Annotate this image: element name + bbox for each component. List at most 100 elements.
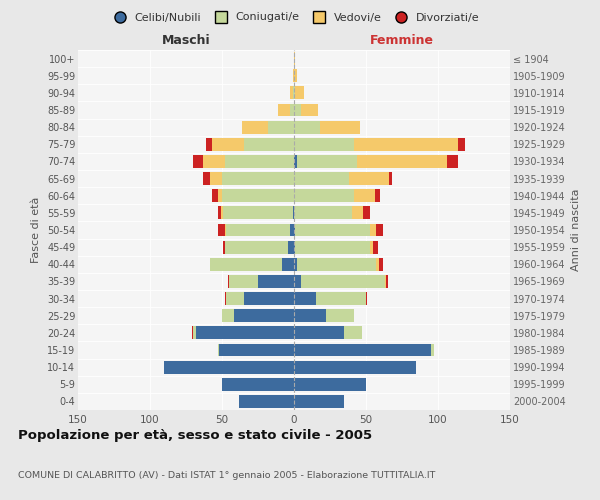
Text: COMUNE DI CALABRITTO (AV) - Dati ISTAT 1° gennaio 2005 - Elaborazione TUTTITALIA: COMUNE DI CALABRITTO (AV) - Dati ISTAT 1… xyxy=(18,471,436,480)
Bar xyxy=(294,70,297,82)
Bar xyxy=(370,224,376,236)
Bar xyxy=(326,310,355,322)
Bar xyxy=(293,206,294,220)
Bar xyxy=(222,172,294,185)
Bar xyxy=(294,190,355,202)
Bar xyxy=(355,190,374,202)
Y-axis label: Fasce di età: Fasce di età xyxy=(31,197,41,263)
Bar xyxy=(385,275,386,288)
Bar xyxy=(218,206,221,220)
Bar xyxy=(242,120,268,134)
Bar xyxy=(295,240,370,254)
Bar xyxy=(225,240,288,254)
Bar xyxy=(211,172,222,185)
Bar xyxy=(258,275,294,288)
Bar xyxy=(278,104,290,117)
Bar xyxy=(376,224,383,236)
Bar xyxy=(221,206,223,220)
Bar xyxy=(288,240,294,254)
Bar xyxy=(293,70,294,82)
Bar xyxy=(225,155,294,168)
Bar xyxy=(294,224,295,236)
Bar xyxy=(294,344,431,356)
Bar xyxy=(293,86,294,100)
Bar xyxy=(226,224,290,236)
Bar xyxy=(374,190,380,202)
Text: Femmine: Femmine xyxy=(370,34,434,46)
Bar xyxy=(223,240,225,254)
Bar xyxy=(363,206,370,220)
Bar xyxy=(228,275,229,288)
Bar xyxy=(376,258,379,270)
Bar xyxy=(294,155,297,168)
Bar xyxy=(222,378,294,390)
Bar xyxy=(211,258,283,270)
Bar xyxy=(192,326,193,340)
Bar xyxy=(352,206,363,220)
Bar xyxy=(212,138,244,150)
Bar xyxy=(297,155,358,168)
Bar xyxy=(294,360,416,374)
Bar xyxy=(294,172,349,185)
Bar xyxy=(294,395,344,408)
Bar xyxy=(446,155,458,168)
Bar xyxy=(222,310,233,322)
Bar xyxy=(379,258,383,270)
Bar xyxy=(206,138,212,150)
Bar xyxy=(268,120,294,134)
Bar xyxy=(294,258,297,270)
Bar xyxy=(212,190,218,202)
Bar xyxy=(295,86,304,100)
Bar xyxy=(431,344,434,356)
Bar xyxy=(301,275,385,288)
Bar xyxy=(301,104,319,117)
Bar xyxy=(294,206,352,220)
Bar xyxy=(297,258,376,270)
Bar xyxy=(294,310,326,322)
Bar xyxy=(196,326,294,340)
Bar xyxy=(244,138,294,150)
Bar xyxy=(223,206,293,220)
Bar xyxy=(203,172,211,185)
Bar xyxy=(373,240,377,254)
Bar xyxy=(203,155,225,168)
Bar xyxy=(283,258,294,270)
Bar xyxy=(358,155,446,168)
Bar xyxy=(226,292,244,305)
Bar xyxy=(239,395,294,408)
Bar xyxy=(344,326,362,340)
Bar xyxy=(320,120,360,134)
Bar xyxy=(386,275,388,288)
Bar xyxy=(244,292,294,305)
Bar xyxy=(225,292,226,305)
Bar xyxy=(229,275,258,288)
Bar xyxy=(294,120,320,134)
Bar xyxy=(389,172,392,185)
Bar xyxy=(294,326,344,340)
Bar xyxy=(233,310,294,322)
Y-axis label: Anni di nascita: Anni di nascita xyxy=(571,188,581,271)
Bar xyxy=(193,326,196,340)
Bar xyxy=(193,155,203,168)
Bar xyxy=(290,86,293,100)
Text: Maschi: Maschi xyxy=(161,34,211,46)
Bar xyxy=(218,190,222,202)
Bar xyxy=(294,138,355,150)
Bar xyxy=(294,52,295,65)
Bar xyxy=(294,86,295,100)
Bar xyxy=(294,275,301,288)
Bar xyxy=(218,224,225,236)
Bar xyxy=(219,344,294,356)
Bar xyxy=(290,104,294,117)
Bar xyxy=(294,104,301,117)
Bar xyxy=(370,240,373,254)
Bar xyxy=(355,138,458,150)
Bar xyxy=(225,224,226,236)
Text: Popolazione per età, sesso e stato civile - 2005: Popolazione per età, sesso e stato civil… xyxy=(18,430,372,442)
Bar xyxy=(294,240,295,254)
Bar xyxy=(316,292,366,305)
Bar xyxy=(366,292,367,305)
Bar xyxy=(458,138,466,150)
Bar xyxy=(218,344,219,356)
Bar xyxy=(295,224,370,236)
